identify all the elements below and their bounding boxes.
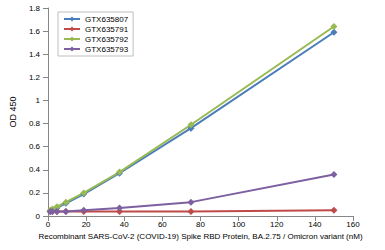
svg-text:1.6: 1.6 — [29, 27, 41, 36]
svg-text:20: 20 — [82, 220, 91, 229]
svg-text:0: 0 — [36, 212, 41, 221]
svg-text:1.4: 1.4 — [29, 50, 41, 59]
svg-text:60: 60 — [158, 220, 167, 229]
svg-text:GTX635791: GTX635791 — [85, 25, 129, 34]
svg-text:GTX635793: GTX635793 — [85, 45, 129, 54]
svg-text:120: 120 — [270, 220, 284, 229]
svg-text:1.8: 1.8 — [29, 4, 41, 13]
svg-text:Recombinant SARS-CoV-2 (COVID-: Recombinant SARS-CoV-2 (COVID-19) Spike … — [38, 232, 362, 241]
svg-text:GTX635807: GTX635807 — [85, 15, 129, 24]
svg-text:160: 160 — [346, 220, 360, 229]
svg-text:GTX635792: GTX635792 — [85, 35, 129, 44]
svg-text:40: 40 — [120, 220, 129, 229]
svg-text:0: 0 — [46, 220, 51, 229]
svg-text:1.2: 1.2 — [29, 73, 41, 82]
svg-text:OD 450: OD 450 — [8, 96, 18, 127]
svg-text:1: 1 — [36, 96, 41, 105]
svg-text:80: 80 — [196, 220, 205, 229]
svg-text:0.8: 0.8 — [29, 119, 41, 128]
svg-text:0.4: 0.4 — [29, 165, 41, 174]
svg-text:0.6: 0.6 — [29, 142, 41, 151]
svg-text:140: 140 — [308, 220, 322, 229]
svg-text:100: 100 — [232, 220, 246, 229]
svg-text:0.2: 0.2 — [29, 188, 41, 197]
